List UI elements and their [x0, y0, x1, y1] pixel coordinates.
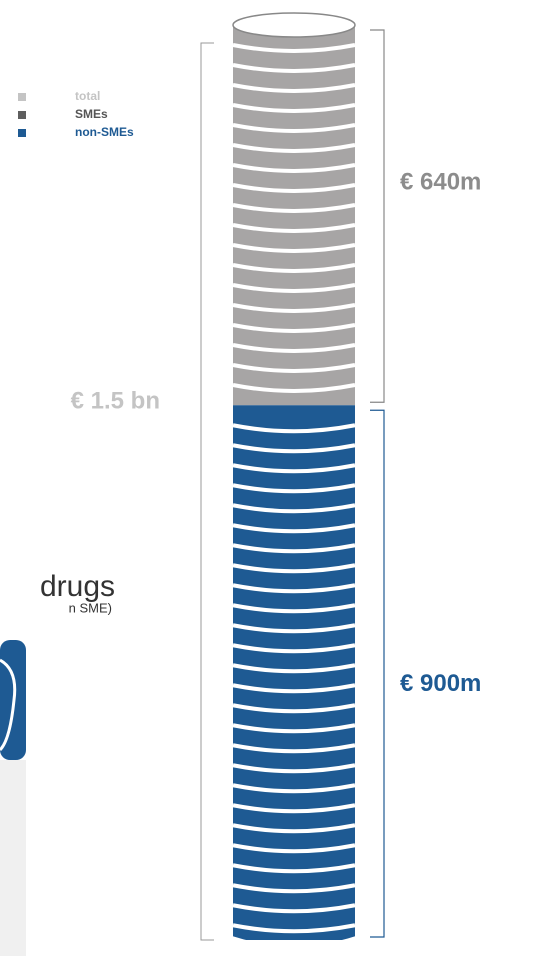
- coin-gap: [232, 183, 356, 193]
- decor-panel: [0, 760, 26, 956]
- coin-gap: [232, 623, 356, 634]
- caption: n SME): [69, 600, 112, 615]
- coin-bottom: [232, 936, 356, 956]
- legend-swatch: [18, 129, 26, 137]
- coin-gap: [232, 903, 356, 914]
- coin-gap: [232, 463, 356, 474]
- legend-swatch: [18, 93, 26, 101]
- decor-curve: [0, 658, 17, 752]
- caption: drugs: [40, 570, 115, 603]
- coin-gap: [232, 43, 356, 53]
- coin-gap: [232, 83, 356, 93]
- coin-gap: [232, 63, 356, 73]
- coin-gap: [232, 803, 356, 814]
- coin-gap: [232, 743, 356, 754]
- coin-gap: [232, 923, 356, 934]
- coin-gap: [232, 243, 356, 253]
- bracket: [370, 29, 385, 403]
- coin-gap: [232, 383, 356, 393]
- coin-gap: [232, 763, 356, 774]
- coin-gap: [232, 203, 356, 213]
- legend-swatch: [18, 111, 26, 119]
- coin-gap: [232, 883, 356, 894]
- coin-gap: [232, 863, 356, 874]
- coin-gap: [232, 323, 356, 333]
- coin-gap: [232, 643, 356, 654]
- coin-gap: [232, 163, 356, 173]
- coin-gap: [232, 563, 356, 574]
- coin-gap: [232, 263, 356, 273]
- legend-label: total: [75, 89, 100, 103]
- legend-label: SMEs: [75, 107, 108, 121]
- coin-gap: [232, 543, 356, 554]
- coin-gap: [232, 123, 356, 133]
- coin-gap: [232, 363, 356, 373]
- coin-gap: [232, 483, 356, 494]
- coin-gap: [232, 823, 356, 834]
- coin-gap: [232, 103, 356, 113]
- coin-gap: [232, 663, 356, 674]
- coin-gap: [232, 443, 356, 454]
- coin-gap: [232, 843, 356, 854]
- coin-gap: [232, 723, 356, 734]
- value-label: € 640m: [400, 168, 481, 195]
- coin-gap: [232, 303, 356, 313]
- bracket: [200, 42, 214, 941]
- coin-gap: [232, 423, 356, 434]
- coin-gap: [232, 503, 356, 514]
- coin-gap: [232, 703, 356, 714]
- coin-gap: [232, 583, 356, 594]
- bracket: [370, 409, 385, 938]
- value-label: € 900m: [400, 670, 481, 697]
- coin-gap: [232, 683, 356, 694]
- coin-gap: [232, 343, 356, 353]
- coin-gap: [232, 143, 356, 153]
- coin-gap: [232, 223, 356, 233]
- coin-gap: [232, 783, 356, 794]
- coin-top: [232, 12, 356, 38]
- coin-gap: [232, 523, 356, 534]
- legend-label: non-SMEs: [75, 125, 134, 139]
- coin-gap: [232, 283, 356, 293]
- total-label: € 1.5 bn: [71, 387, 160, 414]
- coin-gap: [232, 603, 356, 614]
